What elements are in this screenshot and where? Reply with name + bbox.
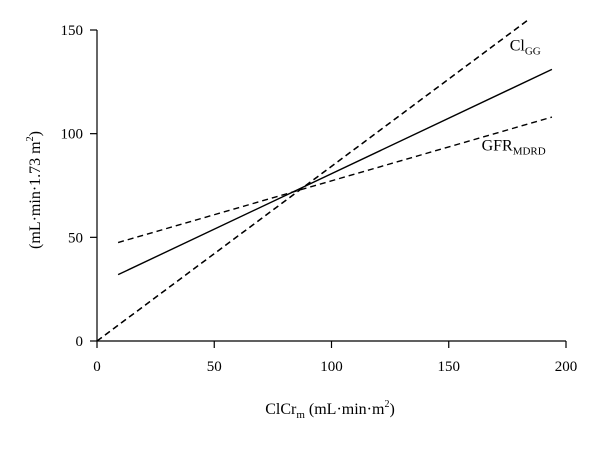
series-line-cl — [96, 19, 529, 342]
series-label-cl: ClGG — [510, 38, 541, 58]
x-tick-label: 0 — [93, 359, 101, 375]
ticks: 0 50 100 150 200 0 50 100 150 — [61, 23, 578, 375]
series-labels: ClGG GFRMDRD — [482, 38, 546, 158]
y-tick-label: 150 — [61, 23, 84, 39]
series-line-unlabeled-1 — [117, 68, 553, 276]
y-tick-label: 50 — [68, 230, 83, 246]
y-tick-label: 0 — [76, 334, 84, 350]
series-line-gfr — [117, 116, 553, 244]
x-axis-title: ClCrm (mL·min·m2) — [265, 399, 395, 421]
x-tick-label: 100 — [320, 359, 343, 375]
x-tick-label: 200 — [555, 359, 578, 375]
x-tick-label: 50 — [207, 359, 222, 375]
x-tick-label: 150 — [438, 359, 461, 375]
y-tick-label: 100 — [61, 127, 84, 143]
plot-area — [96, 19, 553, 342]
series-label-gfr: GFRMDRD — [482, 137, 546, 157]
axes — [96, 30, 566, 342]
y-axis-title: (mL·min·1.73 m2) — [25, 131, 44, 249]
